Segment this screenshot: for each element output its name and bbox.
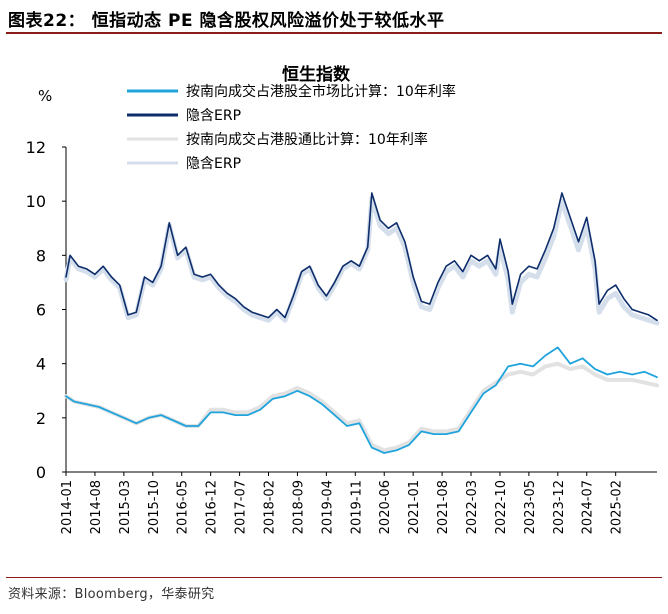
- x-tick-label: 2015-03: [118, 480, 133, 534]
- x-tick-label: 2022-10: [494, 480, 509, 534]
- y-tick-label: 8: [36, 246, 46, 265]
- series-layer: [63, 192, 660, 454]
- y-tick-label: 10: [26, 192, 46, 211]
- series-line-southbound_mkt_rate: [65, 346, 658, 454]
- x-tick-label: 2019-04: [320, 480, 335, 534]
- y-tick-label: 2: [36, 409, 46, 428]
- x-tick-label: 2023-12: [552, 480, 567, 534]
- x-tick-label: 2019-11: [349, 480, 364, 534]
- x-tick-label: 2018-02: [263, 480, 278, 534]
- legend-label-erp_connect: 隐含ERP: [186, 156, 241, 172]
- y-axis-label: %: [38, 87, 52, 105]
- y-tick-label: 12: [26, 138, 46, 157]
- x-tick-label: 2014-01: [60, 480, 75, 534]
- x-tick-label: 2021-01: [407, 480, 422, 534]
- legend-label-southbound_connect_rate: 按南向成交占港股通比计算：10年利率: [186, 131, 428, 148]
- y-tick-label: 4: [36, 355, 46, 374]
- hsi-erp-chart: 恒生指数 % 按南向成交占港股全市场比计算：10年利率隐含ERP按南向成交占港股…: [26, 64, 660, 534]
- x-tick-label: 2024-07: [581, 480, 596, 534]
- x-tick-label: 2020-06: [378, 480, 393, 534]
- x-tick-label: 2022-03: [465, 480, 480, 534]
- source-rule: [6, 577, 662, 578]
- x-tick-label: 2023-05: [523, 480, 538, 534]
- x-tick-label: 2016-12: [205, 480, 220, 534]
- x-tick-label: 2015-10: [147, 480, 162, 534]
- axes: [62, 146, 657, 476]
- figure-title: 图表22： 恒指动态 PE 隐含股权风险溢价处于较低水平: [8, 11, 445, 31]
- x-tick-label: 2014-08: [89, 480, 104, 534]
- tick-labels: 0 2 4 6 8 10 12 2014-01 2014-08 2015-03 2015-10 201…: [26, 138, 625, 534]
- x-tick-label: 2021-08: [436, 480, 451, 534]
- x-tick-label: 2025-02: [610, 480, 625, 534]
- x-tick-label: 2017-07: [234, 480, 249, 534]
- y-tick-label: 6: [36, 301, 46, 320]
- legend-label-southbound_mkt_rate: 按南向成交占港股全市场比计算：10年利率: [186, 83, 456, 100]
- series-line-southbound_connect_rate: [64, 361, 659, 453]
- x-tick-label: 2018-09: [291, 480, 306, 534]
- legend-label-erp_mkt: 隐含ERP: [186, 108, 241, 124]
- title-rule: [6, 32, 662, 34]
- series-line-erp_mkt: [65, 192, 658, 322]
- chart-title: 恒生指数: [282, 64, 351, 85]
- y-tick-label: 0: [36, 463, 46, 482]
- x-tick-label: 2016-05: [176, 480, 191, 534]
- source-note: 资料来源：Bloomberg，华泰研究: [8, 587, 215, 602]
